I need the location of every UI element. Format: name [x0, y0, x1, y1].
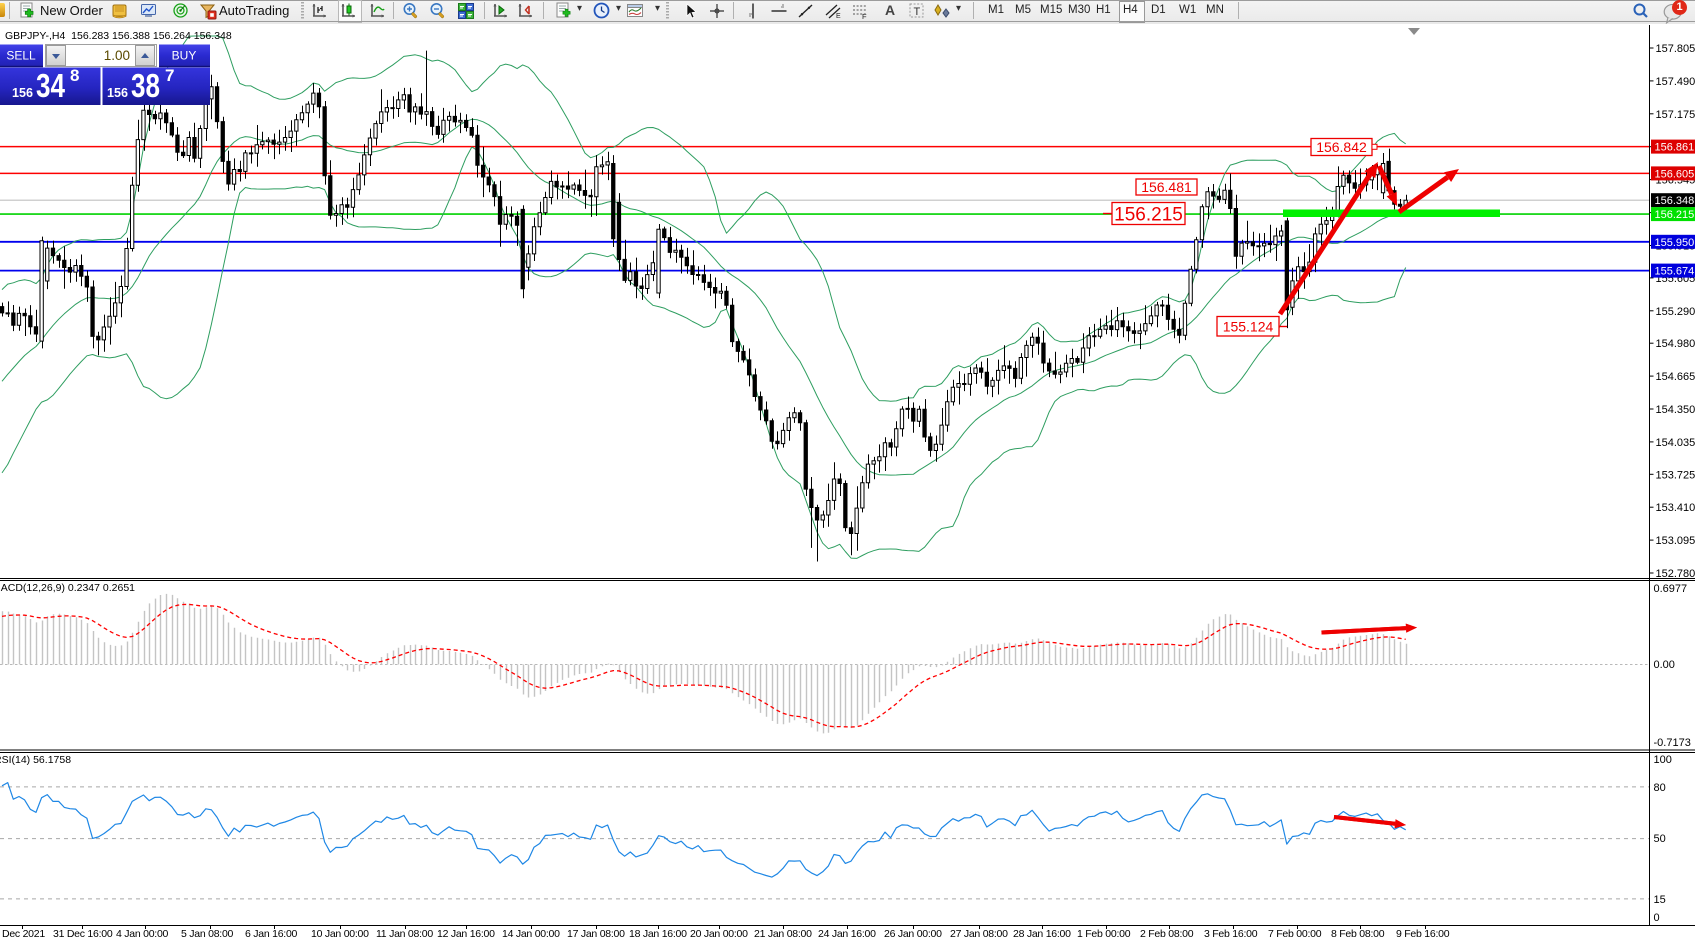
svg-text:17 Jan 08:00: 17 Jan 08:00 [567, 928, 625, 940]
svg-text:SELL: SELL [6, 49, 36, 63]
svg-text:20 Jan 00:00: 20 Jan 00:00 [690, 928, 748, 940]
svg-text:27 Jan 08:00: 27 Jan 08:00 [950, 928, 1008, 940]
svg-text:24 Jan 16:00: 24 Jan 16:00 [818, 928, 876, 940]
svg-text:BUY: BUY [172, 49, 197, 63]
svg-text:156.215: 156.215 [1114, 204, 1183, 225]
svg-text:14 Jan 00:00: 14 Jan 00:00 [502, 928, 560, 940]
svg-text:154.980: 154.980 [1656, 338, 1695, 350]
svg-text:80: 80 [1654, 782, 1666, 794]
svg-text:2 Feb 08:00: 2 Feb 08:00 [1140, 928, 1194, 940]
svg-text:34: 34 [36, 67, 66, 104]
svg-text:100: 100 [1654, 754, 1672, 766]
svg-text:157.175: 157.175 [1656, 109, 1695, 121]
svg-text:4 Jan 00:00: 4 Jan 00:00 [116, 928, 169, 940]
svg-text:152.780: 152.780 [1656, 568, 1695, 580]
svg-text:GBPJPY-,H4 156.283 156.388 15: GBPJPY-,H4 156.283 156.388 156.264 156.3… [5, 30, 232, 42]
svg-text:12 Jan 16:00: 12 Jan 16:00 [437, 928, 495, 940]
svg-text:F: F [862, 12, 867, 20]
svg-text:155.290: 155.290 [1656, 306, 1695, 318]
svg-text:50: 50 [1654, 833, 1666, 845]
svg-text:5 Jan 08:00: 5 Jan 08:00 [181, 928, 234, 940]
svg-text:8 Feb 08:00: 8 Feb 08:00 [1331, 928, 1385, 940]
svg-text:157.805: 157.805 [1656, 43, 1695, 55]
svg-text:9 Feb 16:00: 9 Feb 16:00 [1396, 928, 1450, 940]
svg-text:7: 7 [165, 66, 174, 85]
svg-text:38: 38 [131, 67, 160, 104]
svg-text:18 Jan 16:00: 18 Jan 16:00 [629, 928, 687, 940]
svg-text:153.095: 153.095 [1656, 535, 1695, 547]
svg-text:28 Jan 16:00: 28 Jan 16:00 [1013, 928, 1071, 940]
svg-text:154.035: 154.035 [1656, 437, 1695, 449]
svg-text:3 Feb 16:00: 3 Feb 16:00 [1204, 928, 1258, 940]
svg-text:0: 0 [1654, 912, 1660, 924]
svg-text:RSI(14) 56.1758: RSI(14) 56.1758 [0, 754, 71, 766]
svg-text:-0.7173: -0.7173 [1654, 737, 1691, 749]
svg-text:156.842: 156.842 [1316, 139, 1367, 155]
svg-text:156.605: 156.605 [1655, 168, 1695, 180]
svg-text:0.6977: 0.6977 [1654, 583, 1688, 595]
svg-text:156.215: 156.215 [1655, 209, 1695, 221]
svg-text:MACD(12,26,9) 0.2347 0.2651: MACD(12,26,9) 0.2347 0.2651 [0, 582, 135, 594]
svg-text:155.124: 155.124 [1223, 318, 1274, 334]
svg-text:7 Feb 00:00: 7 Feb 00:00 [1268, 928, 1322, 940]
svg-text:153.725: 153.725 [1656, 469, 1695, 481]
svg-text:10 Jan 00:00: 10 Jan 00:00 [311, 928, 369, 940]
svg-text:6 Jan 16:00: 6 Jan 16:00 [245, 928, 298, 940]
svg-text:156.348: 156.348 [1655, 195, 1695, 207]
svg-text:1 Feb 00:00: 1 Feb 00:00 [1077, 928, 1131, 940]
svg-text:156.861: 156.861 [1655, 142, 1695, 154]
svg-text:154.665: 154.665 [1656, 371, 1695, 383]
svg-text:156.481: 156.481 [1141, 179, 1192, 195]
svg-text:E: E [836, 13, 841, 20]
svg-text:156: 156 [12, 85, 33, 100]
svg-text:26 Jan 00:00: 26 Jan 00:00 [884, 928, 942, 940]
svg-text:154.350: 154.350 [1656, 404, 1695, 416]
svg-text:8: 8 [70, 66, 79, 85]
svg-text:155.674: 155.674 [1655, 266, 1695, 278]
svg-text:T: T [914, 6, 921, 18]
svg-text:21 Jan 08:00: 21 Jan 08:00 [754, 928, 812, 940]
svg-text:31 Dec 16:00: 31 Dec 16:00 [53, 928, 113, 940]
svg-text:Dec 2021: Dec 2021 [2, 928, 45, 940]
svg-text:153.410: 153.410 [1656, 502, 1695, 514]
svg-text:157.490: 157.490 [1656, 76, 1695, 88]
svg-text:0.00: 0.00 [1654, 659, 1675, 671]
svg-text:156: 156 [107, 85, 128, 100]
svg-text:1.00: 1.00 [104, 48, 130, 63]
svg-text:11 Jan 08:00: 11 Jan 08:00 [376, 928, 433, 940]
svg-text:155.950: 155.950 [1655, 237, 1695, 249]
svg-text:15: 15 [1654, 894, 1666, 906]
